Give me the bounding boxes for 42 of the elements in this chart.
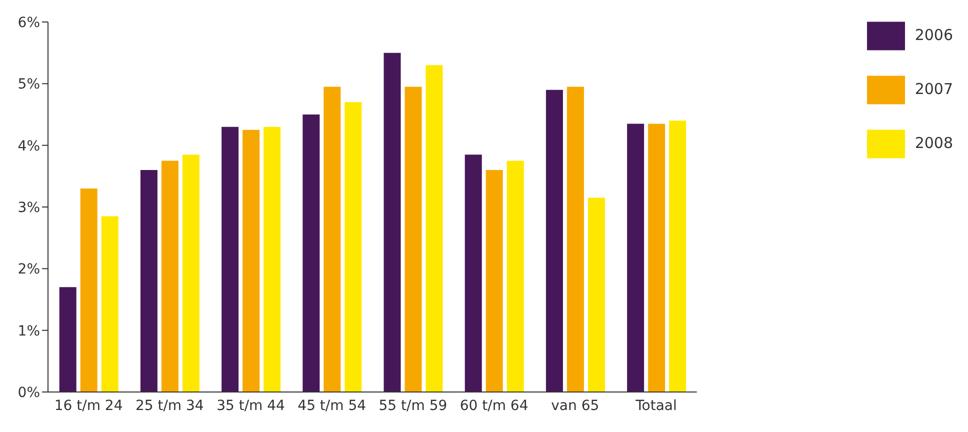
y-tick-label: 4% bbox=[18, 138, 40, 154]
bar bbox=[426, 65, 443, 392]
bar bbox=[627, 124, 644, 392]
bar bbox=[161, 160, 178, 392]
y-tick-label: 3% bbox=[18, 200, 40, 216]
bar bbox=[506, 160, 524, 392]
y-tick-label: 6% bbox=[18, 14, 40, 31]
legend-label: 2008 bbox=[914, 134, 953, 152]
bar bbox=[80, 188, 98, 392]
bar bbox=[588, 198, 605, 392]
bar bbox=[182, 154, 200, 392]
bar bbox=[486, 170, 503, 392]
y-tick-label: 5% bbox=[18, 76, 40, 93]
x-tick-label: 60 t/m 64 bbox=[460, 398, 528, 414]
bar bbox=[324, 86, 341, 392]
x-tick-label: Totaal bbox=[634, 398, 677, 414]
bar bbox=[222, 126, 239, 392]
bar bbox=[669, 120, 686, 392]
y-tick-label: 2% bbox=[18, 262, 40, 278]
bar bbox=[302, 114, 320, 392]
bar bbox=[59, 287, 76, 392]
x-tick-label: van 65 bbox=[551, 398, 600, 414]
x-tick-label: 25 t/m 34 bbox=[135, 398, 204, 414]
bar bbox=[101, 216, 118, 392]
bar bbox=[566, 86, 584, 392]
x-tick-label: 35 t/m 44 bbox=[216, 398, 286, 414]
legend-label: 2006 bbox=[914, 26, 953, 44]
x-tick-label: 16 t/m 24 bbox=[54, 398, 123, 414]
y-tick-label: 1% bbox=[18, 323, 40, 340]
legend-label: 2007 bbox=[914, 80, 953, 98]
bar bbox=[344, 102, 362, 392]
bar bbox=[648, 124, 666, 392]
x-tick-label: 55 t/m 59 bbox=[378, 398, 448, 414]
bar bbox=[404, 86, 422, 392]
y-tick-label: 0% bbox=[18, 384, 40, 401]
bar bbox=[546, 90, 563, 392]
bar bbox=[384, 52, 401, 392]
bar bbox=[242, 130, 260, 392]
bar bbox=[264, 126, 281, 392]
bar bbox=[464, 154, 482, 392]
x-tick-label: 45 t/m 54 bbox=[298, 398, 366, 414]
bar bbox=[140, 170, 158, 392]
